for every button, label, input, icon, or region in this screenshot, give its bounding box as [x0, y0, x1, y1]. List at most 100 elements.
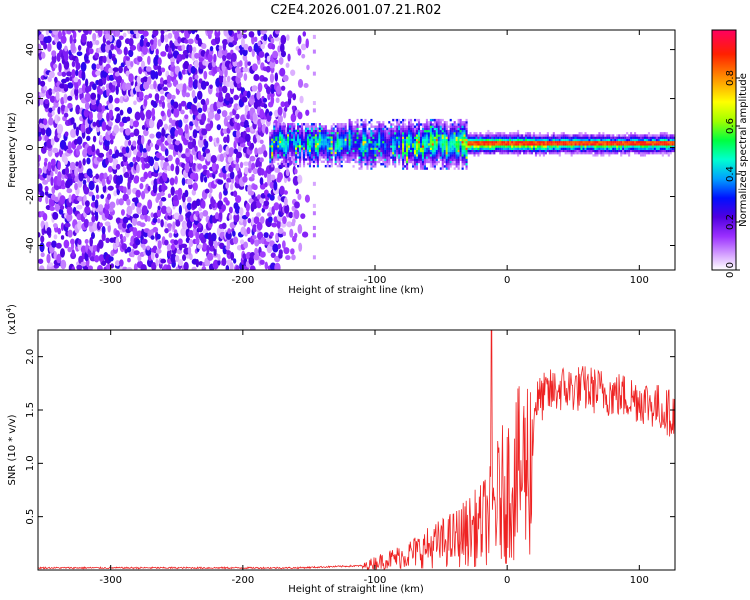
spectrogram-cell	[419, 167, 423, 170]
spectrogram-cell	[443, 158, 446, 161]
spectrogram-cell	[235, 163, 240, 172]
spectrogram-cell	[143, 171, 149, 180]
spectrogram-cell	[485, 147, 488, 150]
spectrogram-cell	[526, 149, 530, 153]
spectrogram-cell	[326, 147, 329, 150]
spectrogram-cell	[95, 70, 101, 76]
spectrogram-cell	[636, 143, 639, 146]
spectrogram-cell	[624, 138, 627, 142]
spectrogram-cell	[344, 127, 347, 130]
spectrogram-cell	[427, 129, 430, 133]
spectrogram-cell	[491, 138, 494, 142]
spectrogram-cell	[402, 118, 405, 122]
spectrogram-cell	[131, 216, 138, 227]
spectrogram-cell	[302, 129, 306, 133]
spectrogram-cell	[207, 232, 212, 242]
spectrogram-cell	[93, 254, 100, 263]
spectrogram-cell	[63, 112, 69, 118]
spectrogram-cell	[497, 145, 500, 148]
spectrogram-cell	[354, 121, 357, 124]
spectrogram-cell	[671, 145, 674, 148]
spectrogram-cell	[404, 140, 407, 144]
spectrogram-cell	[530, 145, 534, 148]
spectrogram-cell	[259, 197, 264, 204]
spectrogram-cell	[427, 121, 430, 124]
spectrogram-cell	[451, 127, 454, 131]
spectrogram-cell	[281, 138, 284, 141]
spectrogram-cell	[143, 162, 151, 169]
spectrogram-cell	[404, 129, 407, 133]
spectrogram-cell	[285, 136, 288, 139]
spectrogram-cell	[279, 151, 282, 155]
spectrogram-cell	[382, 154, 385, 157]
spectrogram-cell	[413, 129, 417, 133]
spectrogram-cell	[384, 147, 387, 150]
spectrogram-cell	[356, 140, 359, 144]
spectrogram-cell	[300, 145, 304, 148]
spectrogram-cell	[578, 132, 581, 135]
spectrogram-cell	[515, 134, 518, 137]
spectrogram-cell	[408, 121, 411, 124]
spectrogram-cell	[216, 66, 220, 72]
spectrogram-cell	[140, 135, 145, 145]
spectrogram-cell	[586, 145, 589, 148]
spectrogram-cell	[150, 250, 155, 261]
spectrogram-cell	[449, 118, 452, 122]
spectrogram-cell	[76, 144, 83, 150]
spectrogram-cell	[348, 138, 351, 142]
spectrogram-cell	[578, 134, 581, 137]
spectrogram-cell	[49, 199, 56, 207]
spectrogram-cell	[344, 153, 347, 157]
spectrogram-cell	[455, 158, 458, 161]
spectrogram-plot-area	[38, 30, 675, 270]
spectrogram-cell	[344, 134, 347, 137]
spectrogram-cell	[366, 160, 369, 164]
spectrogram-cell	[58, 62, 62, 73]
spectrogram-cell	[354, 143, 357, 146]
spectrogram-cell	[234, 66, 241, 74]
spectrogram-cell	[657, 149, 660, 153]
spectrogram-cell	[386, 140, 389, 144]
spectrogram-cell	[398, 162, 401, 166]
spectrogram-cell	[344, 123, 347, 126]
spectrogram-cell	[269, 140, 272, 144]
spectrogram-cell	[477, 151, 480, 155]
spectrogram-cell	[507, 138, 510, 142]
spectrogram-cell	[394, 160, 397, 164]
spectrogram-cell	[184, 124, 189, 134]
spectrogram-cell	[521, 134, 524, 137]
spectrogram-cell	[164, 148, 169, 157]
spectrogram-cell	[473, 132, 476, 135]
spectrogram-cell	[39, 191, 45, 198]
spectrogram-cell	[423, 149, 427, 153]
spectrogram-cell	[443, 143, 446, 146]
spectrogram-cell	[469, 147, 472, 150]
spectrogram-cell	[606, 143, 609, 146]
spectrogram-cell	[649, 140, 652, 144]
spectrogram-cell	[457, 138, 460, 142]
spectrogram-cell	[463, 158, 466, 161]
spectrogram-cell	[643, 140, 647, 144]
spectrogram-cell	[653, 149, 656, 153]
spectrogram-cell	[580, 132, 583, 135]
spectrogram-cell	[396, 140, 399, 144]
spectrogram-cell	[425, 158, 428, 161]
spectrogram-cell	[120, 209, 125, 216]
spectrogram-cell	[382, 123, 385, 126]
spectrogram-cell	[435, 158, 438, 161]
spectrogram-cell	[270, 252, 276, 258]
spectrogram-cell	[269, 194, 275, 201]
spectrogram-cell	[564, 143, 567, 146]
spectrogram-cell	[242, 67, 249, 73]
spectrogram-cell	[620, 151, 623, 155]
spectrogram-cell	[360, 136, 363, 139]
spectrogram-cell	[641, 154, 645, 157]
spectrogram-cell	[394, 165, 397, 168]
spectrogram-cell	[304, 142, 308, 146]
spectrogram-cell	[421, 151, 425, 155]
spectrogram-cell	[647, 145, 651, 148]
spectrogram-cell	[326, 140, 329, 144]
spectrogram-cell	[142, 76, 148, 83]
spectrogram-cell	[154, 93, 160, 101]
spectrogram-cell	[372, 160, 375, 164]
